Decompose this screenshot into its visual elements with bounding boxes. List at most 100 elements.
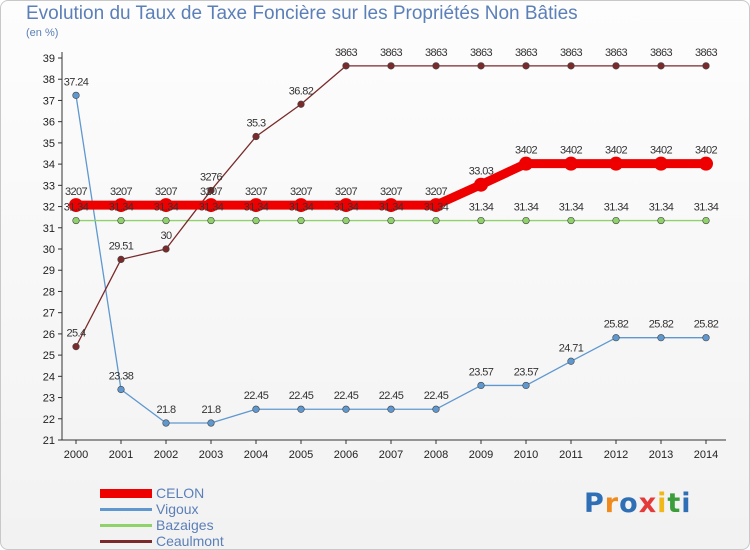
y-tick-label: 23 [43,393,55,405]
data-point-bazaiges [702,216,710,225]
data-point-ceaulmont [657,62,665,70]
data-label-ceaulmont: 3863 [515,47,538,59]
legend-label-celon: CELON [156,485,205,501]
x-tick-label: 2010 [514,449,538,461]
data-point-vigoux [612,334,620,342]
x-tick-label: 2011 [559,449,583,461]
data-label-ceaulmont: 35.3 [246,118,265,130]
data-label-bazaiges: 31.34 [514,202,539,214]
y-tick-label: 29 [43,265,55,277]
data-label-celon: 3402 [515,145,538,157]
data-label-celon: 3207 [290,186,313,198]
logo-letter: t [667,488,682,519]
data-label-celon: 33.03 [469,166,494,178]
y-tick-label: 37 [43,95,55,107]
data-label-celon: 3207 [200,186,223,198]
data-point-vigoux [252,405,260,413]
data-point-bazaiges [207,216,215,225]
y-tick-label: 22 [43,414,55,426]
x-tick-label: 2012 [604,449,628,461]
y-tick-label: 34 [43,159,55,171]
data-point-bazaiges [162,216,170,225]
data-point-ceaulmont [72,343,80,351]
data-point-vigoux [567,357,575,365]
data-point-celon [339,198,353,213]
data-label-vigoux: 37.24 [64,76,89,88]
data-label-vigoux: 24.71 [559,342,584,354]
axes: 21 22 23 24 25 26 27 28 29 30 31 32 33 34 35 36 37 38 39 20… [43,52,726,461]
data-point-bazaiges [387,216,395,225]
logo-letter: r [604,488,620,519]
data-label-bazaiges: 31.34 [424,202,449,214]
y-tick-label: 25 [43,350,55,362]
data-label-celon: 3207 [335,186,358,198]
data-point-celon [114,198,128,213]
data-point-vigoux [387,405,395,413]
data-point-vigoux [162,419,170,427]
data-point-bazaiges [72,216,80,225]
data-point-bazaiges [117,216,125,225]
data-label-vigoux: 22.45 [334,390,359,402]
data-point-bazaiges [252,216,260,225]
data-label-ceaulmont: 29.51 [109,240,134,252]
data-point-vigoux [702,334,710,342]
data-point-celon [294,198,308,213]
logo-letter: i [681,488,692,519]
data-label-celon: 3402 [650,145,673,157]
data-point-vigoux [117,385,125,394]
data-label-celon: 3207 [65,186,88,198]
legend-label-vigoux: Vigoux [156,501,199,517]
y-tick-label: 32 [43,202,55,214]
chart-title: Evolution du Taux de Taxe Foncière sur l… [26,3,578,24]
data-point-ceaulmont [342,62,350,70]
data-label-bazaiges: 31.34 [604,202,629,214]
data-label-vigoux: 21.8 [201,404,220,416]
data-point-celon [384,198,398,213]
data-labels: 3207 3207 3207 3207 3207 3207 3207 3207 3207 33.0… [64,47,720,416]
x-tick-label: 2007 [379,449,403,461]
data-point-bazaiges [477,216,485,225]
y-tick-label: 27 [43,308,55,320]
data-point-vigoux [432,405,440,413]
data-point-vigoux [207,419,215,427]
data-label-celon: 3402 [695,145,718,157]
data-label-ceaulmont: 3863 [335,47,358,59]
y-tick-label: 36 [43,117,55,129]
series-points [69,62,713,427]
series-lines [71,65,711,424]
data-label-vigoux: 23.57 [514,366,539,378]
x-tick-label: 2002 [154,449,178,461]
data-point-celon [654,156,668,171]
data-point-ceaulmont [702,62,710,70]
data-point-ceaulmont [207,186,215,195]
data-point-bazaiges [522,216,530,225]
data-label-ceaulmont: 3863 [695,47,718,59]
data-point-bazaiges [342,216,350,225]
data-label-celon: 3207 [380,186,403,198]
data-point-celon [159,198,173,213]
data-label-bazaiges: 31.34 [334,202,359,214]
data-point-bazaiges [657,216,665,225]
y-tick-label: 39 [43,53,55,65]
data-point-bazaiges [432,216,440,225]
data-point-bazaiges [567,216,575,225]
data-label-ceaulmont: 3863 [470,47,493,59]
data-point-celon [519,156,533,171]
x-tick-label: 2008 [424,449,448,461]
logo-letter: o [619,488,639,519]
y-tick-label: 21 [43,435,55,447]
y-tick-label: 35 [43,138,55,150]
data-point-ceaulmont [522,62,530,70]
x-tick-label: 2013 [649,449,673,461]
data-label-bazaiges: 31.34 [244,202,269,214]
data-point-celon [429,198,443,213]
y-tick-label: 30 [43,244,55,256]
x-tick-label: 2009 [469,449,493,461]
x-tick-label: 2005 [289,449,313,461]
chart-subtitle: (en %) [26,27,59,39]
data-point-vigoux [477,381,485,390]
data-label-ceaulmont: 25.4 [66,328,85,340]
y-tick-label: 24 [43,371,55,383]
data-label-ceaulmont: 36.82 [289,85,314,97]
